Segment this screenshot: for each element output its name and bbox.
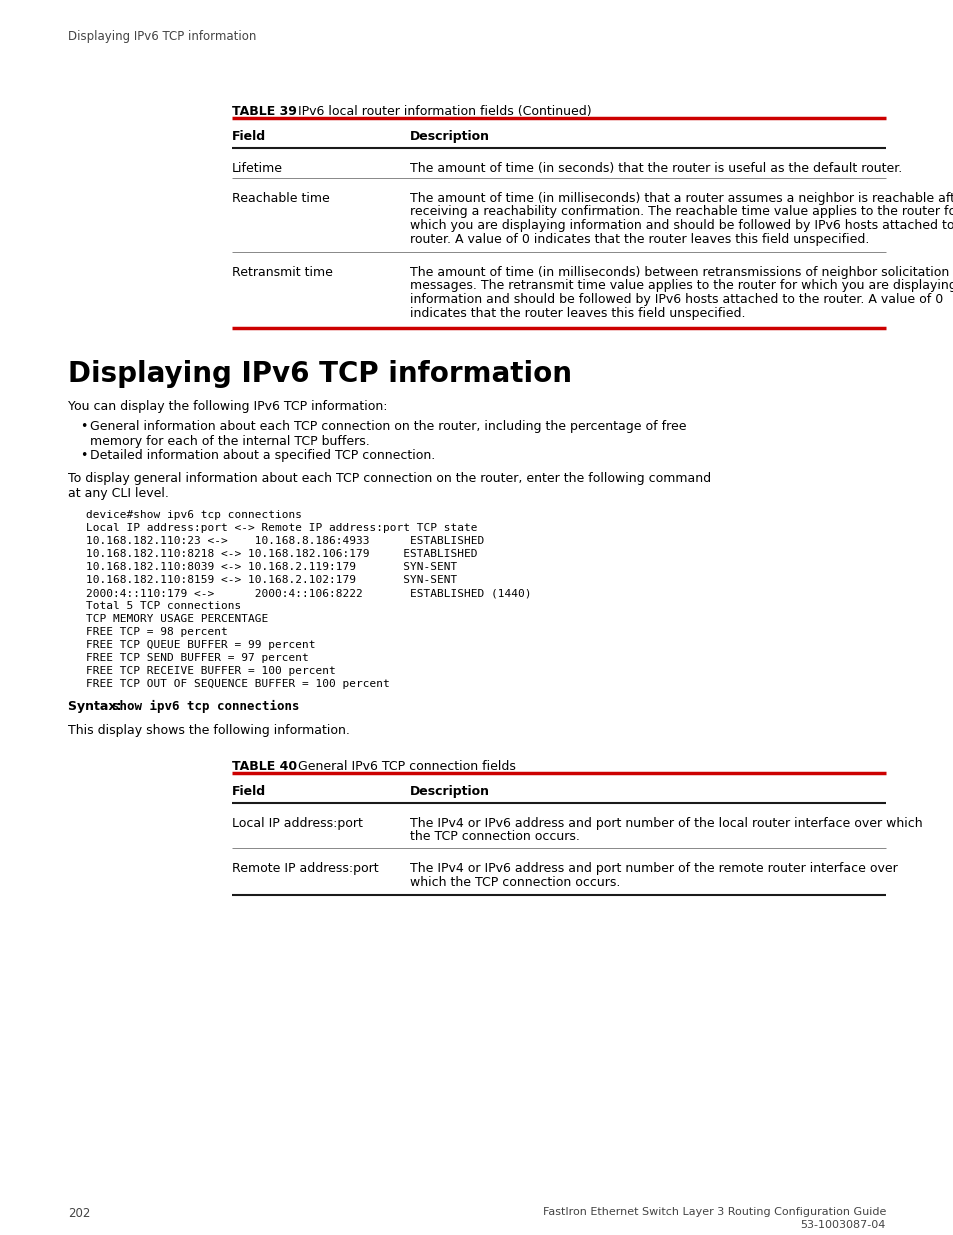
Text: Local IP address:port: Local IP address:port — [232, 818, 362, 830]
Text: To display general information about each TCP connection on the router, enter th: To display general information about eac… — [68, 472, 710, 485]
Text: The amount of time (in milliseconds) between retransmissions of neighbor solicit: The amount of time (in milliseconds) bet… — [410, 266, 948, 279]
Text: The IPv4 or IPv6 address and port number of the remote router interface over: The IPv4 or IPv6 address and port number… — [410, 862, 897, 876]
Text: 2000:4::110:179 <->      2000:4::106:8222       ESTABLISHED (1440): 2000:4::110:179 <-> 2000:4::106:8222 EST… — [86, 588, 531, 598]
Text: messages. The retransmit time value applies to the router for which you are disp: messages. The retransmit time value appl… — [410, 279, 953, 293]
Text: 10.168.182.110:8218 <-> 10.168.182.106:179     ESTABLISHED: 10.168.182.110:8218 <-> 10.168.182.106:1… — [86, 550, 477, 559]
Text: TABLE 40: TABLE 40 — [232, 760, 296, 773]
Text: Description: Description — [410, 785, 490, 798]
Text: General information about each TCP connection on the router, including the perce: General information about each TCP conne… — [90, 420, 686, 433]
Text: show ipv6 tcp connections: show ipv6 tcp connections — [112, 700, 299, 713]
Text: receiving a reachability confirmation. The reachable time value applies to the r: receiving a reachability confirmation. T… — [410, 205, 953, 219]
Text: IPv6 local router information fields (Continued): IPv6 local router information fields (Co… — [290, 105, 591, 119]
Text: FREE TCP QUEUE BUFFER = 99 percent: FREE TCP QUEUE BUFFER = 99 percent — [86, 640, 315, 650]
Text: General IPv6 TCP connection fields: General IPv6 TCP connection fields — [290, 760, 516, 773]
Text: This display shows the following information.: This display shows the following informa… — [68, 724, 350, 737]
Text: 10.168.182.110:8039 <-> 10.168.2.119:179       SYN-SENT: 10.168.182.110:8039 <-> 10.168.2.119:179… — [86, 562, 456, 572]
Text: FastIron Ethernet Switch Layer 3 Routing Configuration Guide: FastIron Ethernet Switch Layer 3 Routing… — [542, 1207, 885, 1216]
Text: Detailed information about a specified TCP connection.: Detailed information about a specified T… — [90, 450, 435, 462]
Text: Retransmit time: Retransmit time — [232, 266, 333, 279]
Text: Syntax:: Syntax: — [68, 700, 126, 713]
Text: FREE TCP SEND BUFFER = 97 percent: FREE TCP SEND BUFFER = 97 percent — [86, 653, 309, 663]
Text: The amount of time (in seconds) that the router is useful as the default router.: The amount of time (in seconds) that the… — [410, 162, 902, 175]
Text: Reachable time: Reachable time — [232, 191, 330, 205]
Text: 10.168.182.110:8159 <-> 10.168.2.102:179       SYN-SENT: 10.168.182.110:8159 <-> 10.168.2.102:179… — [86, 576, 456, 585]
Text: TCP MEMORY USAGE PERCENTAGE: TCP MEMORY USAGE PERCENTAGE — [86, 614, 268, 624]
Text: which you are displaying information and should be followed by IPv6 hosts attach: which you are displaying information and… — [410, 219, 953, 232]
Text: •: • — [80, 420, 88, 433]
Text: 10.168.182.110:23 <->    10.168.8.186:4933      ESTABLISHED: 10.168.182.110:23 <-> 10.168.8.186:4933 … — [86, 536, 484, 546]
Text: indicates that the router leaves this field unspecified.: indicates that the router leaves this fi… — [410, 306, 744, 320]
Text: FREE TCP OUT OF SEQUENCE BUFFER = 100 percent: FREE TCP OUT OF SEQUENCE BUFFER = 100 pe… — [86, 679, 390, 689]
Text: Field: Field — [232, 785, 266, 798]
Text: device#show ipv6 tcp connections: device#show ipv6 tcp connections — [86, 510, 302, 520]
Text: which the TCP connection occurs.: which the TCP connection occurs. — [410, 876, 619, 888]
Text: Description: Description — [410, 130, 490, 143]
Text: Field: Field — [232, 130, 266, 143]
Text: Local IP address:port <-> Remote IP address:port TCP state: Local IP address:port <-> Remote IP addr… — [86, 522, 477, 534]
Text: •: • — [80, 450, 88, 462]
Text: at any CLI level.: at any CLI level. — [68, 487, 169, 499]
Text: FREE TCP RECEIVE BUFFER = 100 percent: FREE TCP RECEIVE BUFFER = 100 percent — [86, 666, 335, 676]
Text: Lifetime: Lifetime — [232, 162, 283, 175]
Text: the TCP connection occurs.: the TCP connection occurs. — [410, 830, 579, 844]
Text: Displaying IPv6 TCP information: Displaying IPv6 TCP information — [68, 359, 572, 388]
Text: router. A value of 0 indicates that the router leaves this field unspecified.: router. A value of 0 indicates that the … — [410, 232, 868, 246]
Text: FREE TCP = 98 percent: FREE TCP = 98 percent — [86, 627, 228, 637]
Text: The amount of time (in milliseconds) that a router assumes a neighbor is reachab: The amount of time (in milliseconds) tha… — [410, 191, 953, 205]
Text: Displaying IPv6 TCP information: Displaying IPv6 TCP information — [68, 30, 256, 43]
Text: information and should be followed by IPv6 hosts attached to the router. A value: information and should be followed by IP… — [410, 293, 943, 306]
Text: You can display the following IPv6 TCP information:: You can display the following IPv6 TCP i… — [68, 400, 387, 412]
Text: 53-1003087-04: 53-1003087-04 — [800, 1220, 885, 1230]
Text: The IPv4 or IPv6 address and port number of the local router interface over whic: The IPv4 or IPv6 address and port number… — [410, 818, 922, 830]
Text: Total 5 TCP connections: Total 5 TCP connections — [86, 601, 241, 611]
Text: 202: 202 — [68, 1207, 91, 1220]
Text: Remote IP address:port: Remote IP address:port — [232, 862, 378, 876]
Text: memory for each of the internal TCP buffers.: memory for each of the internal TCP buff… — [90, 435, 370, 447]
Text: TABLE 39: TABLE 39 — [232, 105, 296, 119]
